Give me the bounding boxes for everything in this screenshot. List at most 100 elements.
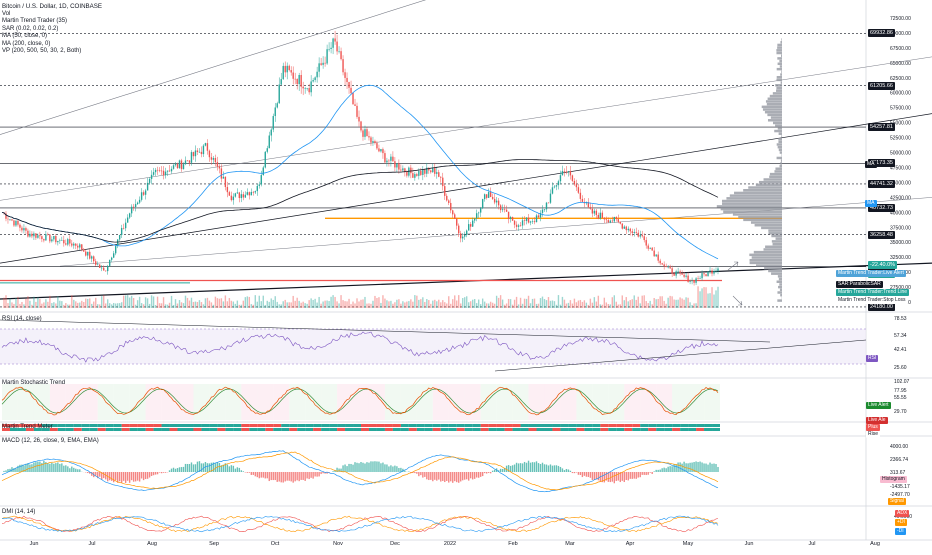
macd-histogram-bar <box>586 472 587 477</box>
volume-bar <box>384 299 385 308</box>
volume-bar <box>432 301 433 308</box>
macd-histogram-bar <box>472 472 473 479</box>
volume-bar <box>580 300 581 308</box>
volume-bar <box>414 295 415 308</box>
trend-meter-cell <box>632 428 640 431</box>
macd-histogram-bar <box>241 470 242 472</box>
trend-meter-cell <box>353 428 361 431</box>
candle-body <box>115 246 116 253</box>
candle-body <box>223 177 224 179</box>
volume-bar <box>296 298 297 308</box>
volume-bar <box>227 301 228 308</box>
macd-histogram-bar <box>436 472 437 481</box>
macd-histogram-bar <box>171 469 172 472</box>
trend-meter-cell <box>552 424 560 427</box>
time-axis-label: Feb <box>508 541 517 547</box>
candle-body <box>492 197 493 199</box>
candle-body <box>388 161 389 162</box>
dmi-line <box>2 516 718 532</box>
macd-histogram-bar <box>139 472 140 482</box>
volume-bar <box>215 297 216 308</box>
macd-histogram-bar <box>590 472 591 478</box>
candle-body <box>231 196 232 200</box>
macd-histogram-bar <box>370 461 371 472</box>
candle-body <box>642 235 643 236</box>
candle-body <box>217 162 218 166</box>
volume-bar <box>201 302 202 308</box>
candle-body <box>302 87 303 89</box>
candle-body <box>229 192 230 195</box>
candle-body <box>171 169 172 171</box>
candle-body <box>608 220 609 222</box>
volume-bar <box>79 303 80 308</box>
time-axis-label: 2022 <box>444 541 456 547</box>
candle-body <box>328 49 329 50</box>
volume-profile-bar <box>717 205 782 207</box>
indicator-legend-item: SAR (0.02, 0.02, 0.2) <box>2 26 58 33</box>
candle-body <box>701 273 702 278</box>
trend-meter-cell <box>249 428 257 431</box>
candle-body <box>502 209 503 210</box>
volume-profile-bar <box>770 95 782 97</box>
rsi-pane-label: RSI (14, close) <box>2 316 42 322</box>
volume-bar <box>530 303 531 308</box>
volume-bar <box>438 300 439 308</box>
macd-histogram-bar <box>484 472 485 473</box>
volume-bar <box>181 302 182 308</box>
volume-bar <box>229 298 230 308</box>
candle-body <box>281 79 282 84</box>
candle-body <box>308 88 309 92</box>
macd-histogram-bar <box>434 472 435 480</box>
volume-bar <box>648 303 649 308</box>
candle-body <box>689 281 690 282</box>
macd-histogram-bar <box>634 472 635 479</box>
macd-histogram-bar <box>416 472 417 474</box>
candle-body <box>55 236 56 242</box>
macd-histogram-bar <box>354 462 355 472</box>
volume-bar <box>171 296 172 308</box>
volume-bar <box>123 296 124 308</box>
macd-axis-tick: -1435.17 <box>890 484 910 490</box>
live-alert-badge: Martin Trend Trader:Live Alert <box>836 270 906 277</box>
macd-histogram-bar <box>548 465 549 472</box>
volume-bar <box>382 295 383 308</box>
trend-meter-cell <box>680 424 688 427</box>
volume-bar <box>310 298 311 308</box>
macd-histogram-bar <box>390 465 391 472</box>
macd-histogram-bar <box>482 472 483 476</box>
candle-body <box>677 271 678 272</box>
macd-histogram-bar <box>358 463 359 472</box>
macd-histogram-bar <box>121 472 122 483</box>
macd-histogram-bar <box>119 472 120 481</box>
macd-histogram-bar <box>478 472 479 478</box>
volume-bar <box>195 302 196 308</box>
macd-histogram-bar <box>715 464 716 472</box>
trend-meter-cell <box>393 428 401 431</box>
candle-body <box>243 194 244 197</box>
volume-bar <box>693 303 694 308</box>
volume-profile-bar <box>754 251 782 253</box>
volume-bar <box>344 301 345 308</box>
candle-body <box>203 146 204 154</box>
macd-histogram-bar <box>675 464 676 472</box>
trend-meter-cell <box>584 428 592 431</box>
macd-histogram-bar <box>111 472 112 481</box>
volume-bar <box>77 303 78 308</box>
volume-bar <box>544 299 545 308</box>
candle-body <box>211 157 212 160</box>
volume-bar <box>314 299 315 308</box>
macd-histogram-bar <box>540 464 541 472</box>
trend-meter-cell <box>704 428 712 431</box>
volume-bar <box>281 304 282 308</box>
macd-histogram-bar <box>592 472 593 480</box>
volume-bar <box>191 298 192 308</box>
macd-histogram-bar <box>49 464 50 472</box>
macd-histogram-bar <box>516 463 517 472</box>
volume-bar <box>300 303 301 308</box>
candle-body <box>661 263 662 264</box>
rsi-axis-tick: 78.53 <box>894 316 907 322</box>
macd-histogram-bar <box>534 462 535 472</box>
macd-histogram-bar <box>231 465 232 472</box>
